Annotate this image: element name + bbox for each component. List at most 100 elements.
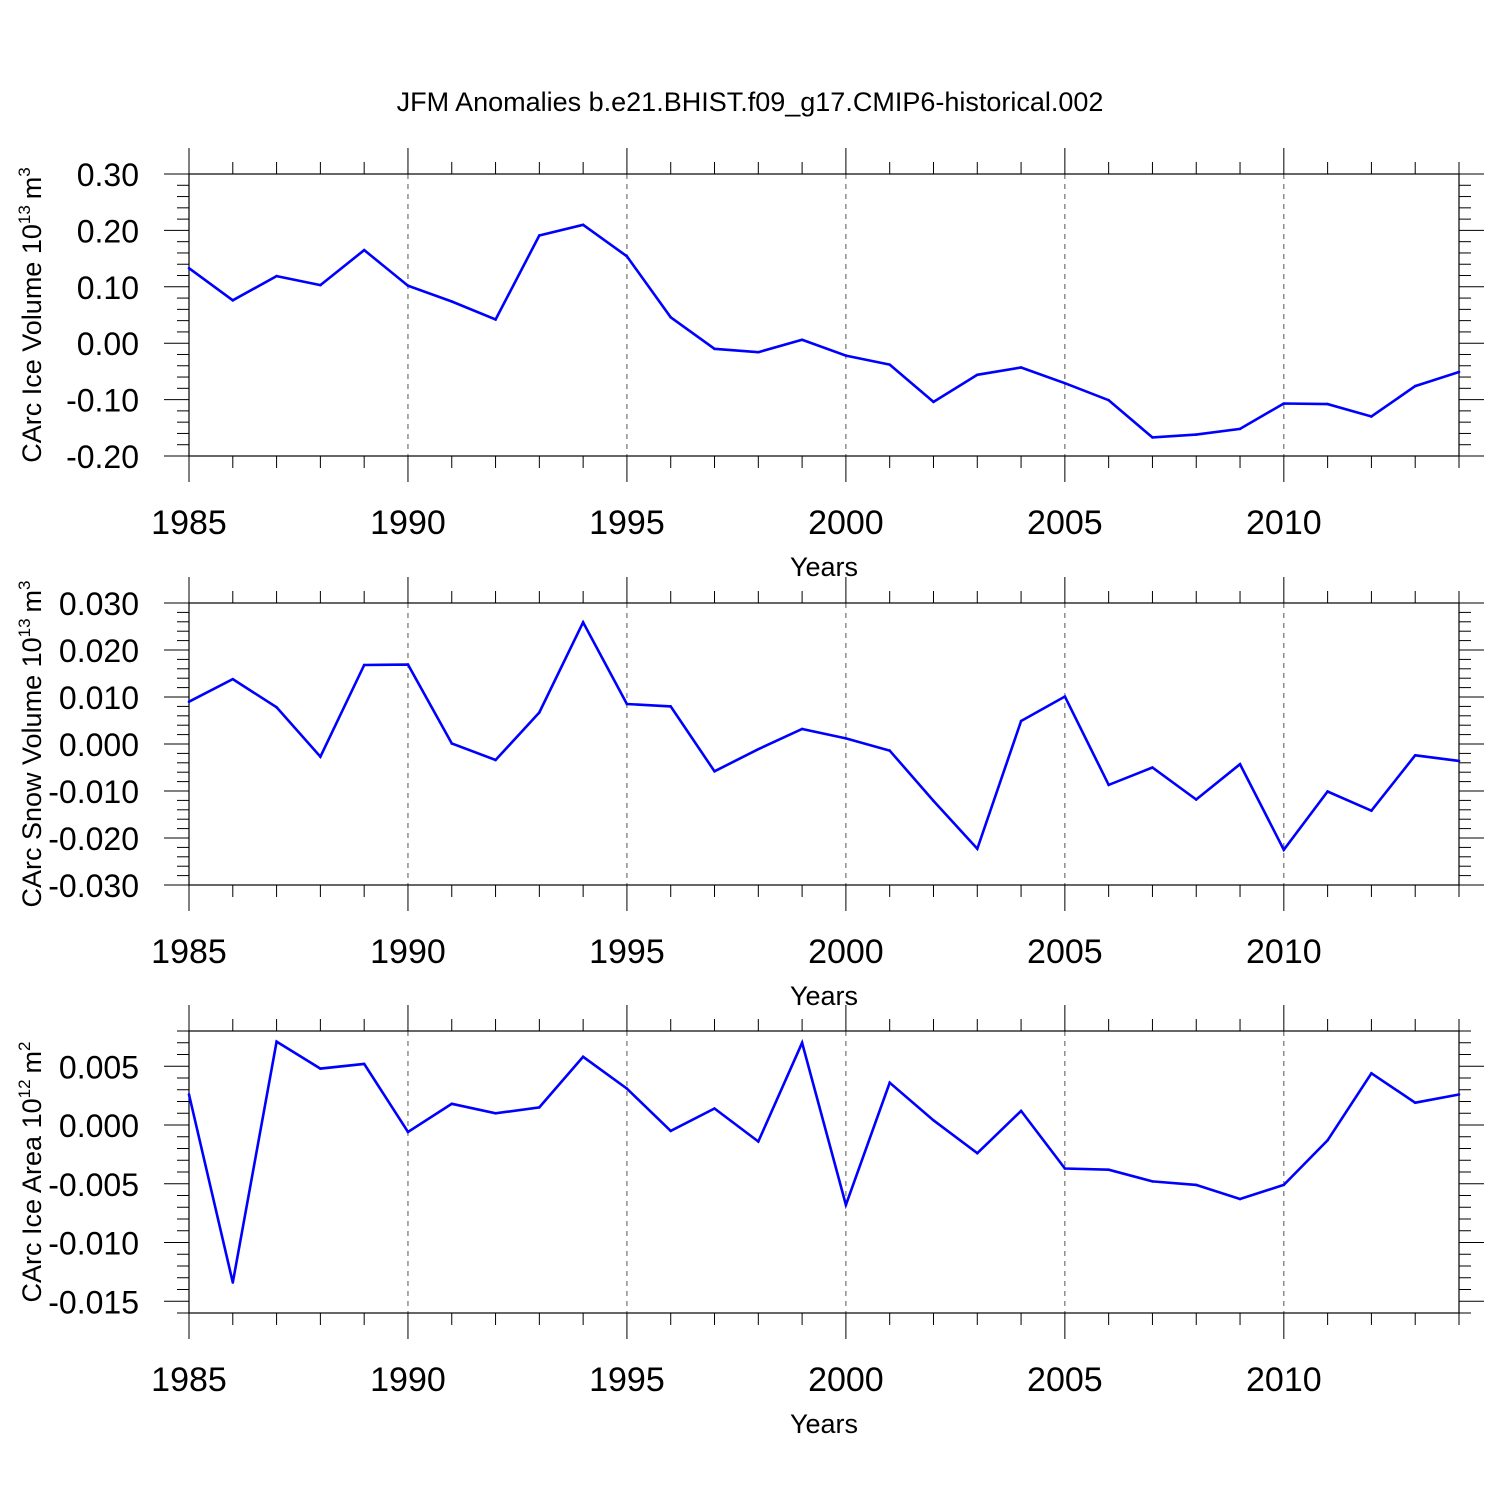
data-point	[1063, 381, 1067, 385]
data-point	[888, 749, 891, 752]
data-point	[581, 1055, 585, 1059]
data-point	[800, 727, 804, 731]
y-tick-label: 0.30	[77, 157, 139, 193]
data-point	[187, 266, 191, 270]
data-point	[713, 347, 716, 351]
data-point	[625, 1087, 629, 1090]
data-point	[1107, 398, 1110, 402]
data-point	[1457, 1093, 1461, 1096]
y-axis-label-unit-exponent: 3	[15, 167, 34, 176]
y-tick-label: -0.010	[48, 774, 139, 810]
data-point	[450, 300, 454, 303]
x-tick-label: 1995	[589, 504, 665, 542]
data-point	[625, 255, 629, 258]
x-tick-label: 1995	[589, 1361, 665, 1399]
y-tick-label: -0.005	[48, 1167, 139, 1203]
data-point	[1326, 402, 1329, 406]
plot-frame	[188, 173, 1460, 457]
series-line	[188, 223, 1460, 439]
x-axis-label: Years	[790, 981, 858, 1011]
data-point	[275, 274, 278, 278]
y-tick-label: 0.020	[59, 633, 139, 669]
data-point	[406, 1130, 410, 1134]
x-tick-label: 1990	[370, 933, 446, 971]
data-point	[757, 350, 760, 354]
x-tick-label: 1985	[151, 933, 227, 971]
y-tick-label: -0.015	[48, 1284, 139, 1320]
figure-title: JFM Anomalies b.e21.BHIST.f09_g17.CMIP6-…	[397, 87, 1104, 117]
data-point	[1107, 1168, 1110, 1171]
data-point	[1370, 809, 1373, 813]
data-point	[1151, 1180, 1154, 1183]
y-axis-label: CArc Ice Volume 1013 m3	[15, 167, 47, 463]
x-tick-label: 2010	[1246, 504, 1322, 542]
data-point	[713, 1107, 716, 1110]
x-tick-label: 2010	[1246, 933, 1322, 971]
data-point	[888, 1081, 891, 1084]
data-point	[1413, 753, 1417, 757]
data-point	[757, 747, 760, 751]
y-tick-label: 0.005	[59, 1049, 139, 1085]
data-point	[669, 705, 673, 708]
x-tick-label: 2010	[1246, 1361, 1322, 1399]
data-point	[1019, 1109, 1023, 1113]
x-axis-label: Years	[790, 1409, 858, 1439]
y-axis-label-text: CArc Snow Volume 10	[17, 637, 47, 907]
data-point	[1238, 1197, 1242, 1201]
y-axis-label-text: CArc Ice Volume 10	[17, 224, 47, 463]
data-point	[538, 234, 541, 237]
panel-2: 1985 1990 1995 2000 2005 2010 Years -0.030 -0.02…	[15, 577, 1484, 1011]
y-tick-label: -0.020	[48, 821, 139, 857]
data-point	[362, 663, 366, 667]
data-point	[494, 318, 497, 321]
data-point	[932, 400, 935, 404]
data-point	[275, 1040, 278, 1043]
data-point	[1194, 1183, 1198, 1187]
data-point	[538, 1106, 541, 1109]
y-tick-label: -0.20	[66, 439, 139, 475]
y-tick-label: -0.10	[66, 383, 139, 419]
data-point	[1238, 762, 1242, 766]
y-axis-label-unit-exponent: 2	[15, 1042, 34, 1051]
data-point	[1282, 402, 1286, 405]
data-point	[406, 284, 410, 287]
data-point	[669, 1129, 673, 1133]
data-point	[231, 299, 235, 302]
x-tick-label: 1985	[151, 504, 227, 542]
data-point	[187, 700, 191, 703]
data-point	[713, 769, 716, 773]
data-point	[1457, 370, 1461, 374]
data-point	[1019, 719, 1023, 723]
data-point	[581, 620, 585, 624]
y-tick-label: -0.030	[48, 868, 139, 904]
y-axis-label-exponent: 12	[15, 1079, 34, 1098]
data-point	[1107, 783, 1110, 787]
y-tick-label: 0.000	[59, 727, 139, 763]
x-tick-label: 1990	[370, 1361, 446, 1399]
x-tick-label: 2005	[1027, 933, 1103, 971]
x-tick-label: 1990	[370, 504, 446, 542]
data-point	[450, 742, 454, 745]
data-point	[406, 663, 410, 666]
y-tick-label: 0.10	[77, 270, 139, 306]
y-tick-label: 0.00	[77, 326, 139, 362]
x-tick-label: 2000	[808, 504, 884, 542]
data-point	[1151, 766, 1154, 769]
data-point	[1370, 415, 1373, 418]
data-point	[800, 1041, 804, 1045]
data-point	[1413, 1101, 1417, 1104]
data-point	[1413, 384, 1417, 388]
data-point	[844, 737, 848, 740]
data-point	[1370, 1072, 1373, 1075]
data-point	[1063, 1167, 1067, 1170]
y-tick-label: -0.010	[48, 1226, 139, 1262]
data-point	[1326, 1138, 1329, 1142]
data-point	[1063, 695, 1067, 698]
data-point	[362, 248, 366, 252]
data-point	[975, 1151, 979, 1155]
data-point	[450, 1102, 454, 1106]
data-point	[844, 1203, 848, 1207]
data-point	[275, 706, 278, 709]
